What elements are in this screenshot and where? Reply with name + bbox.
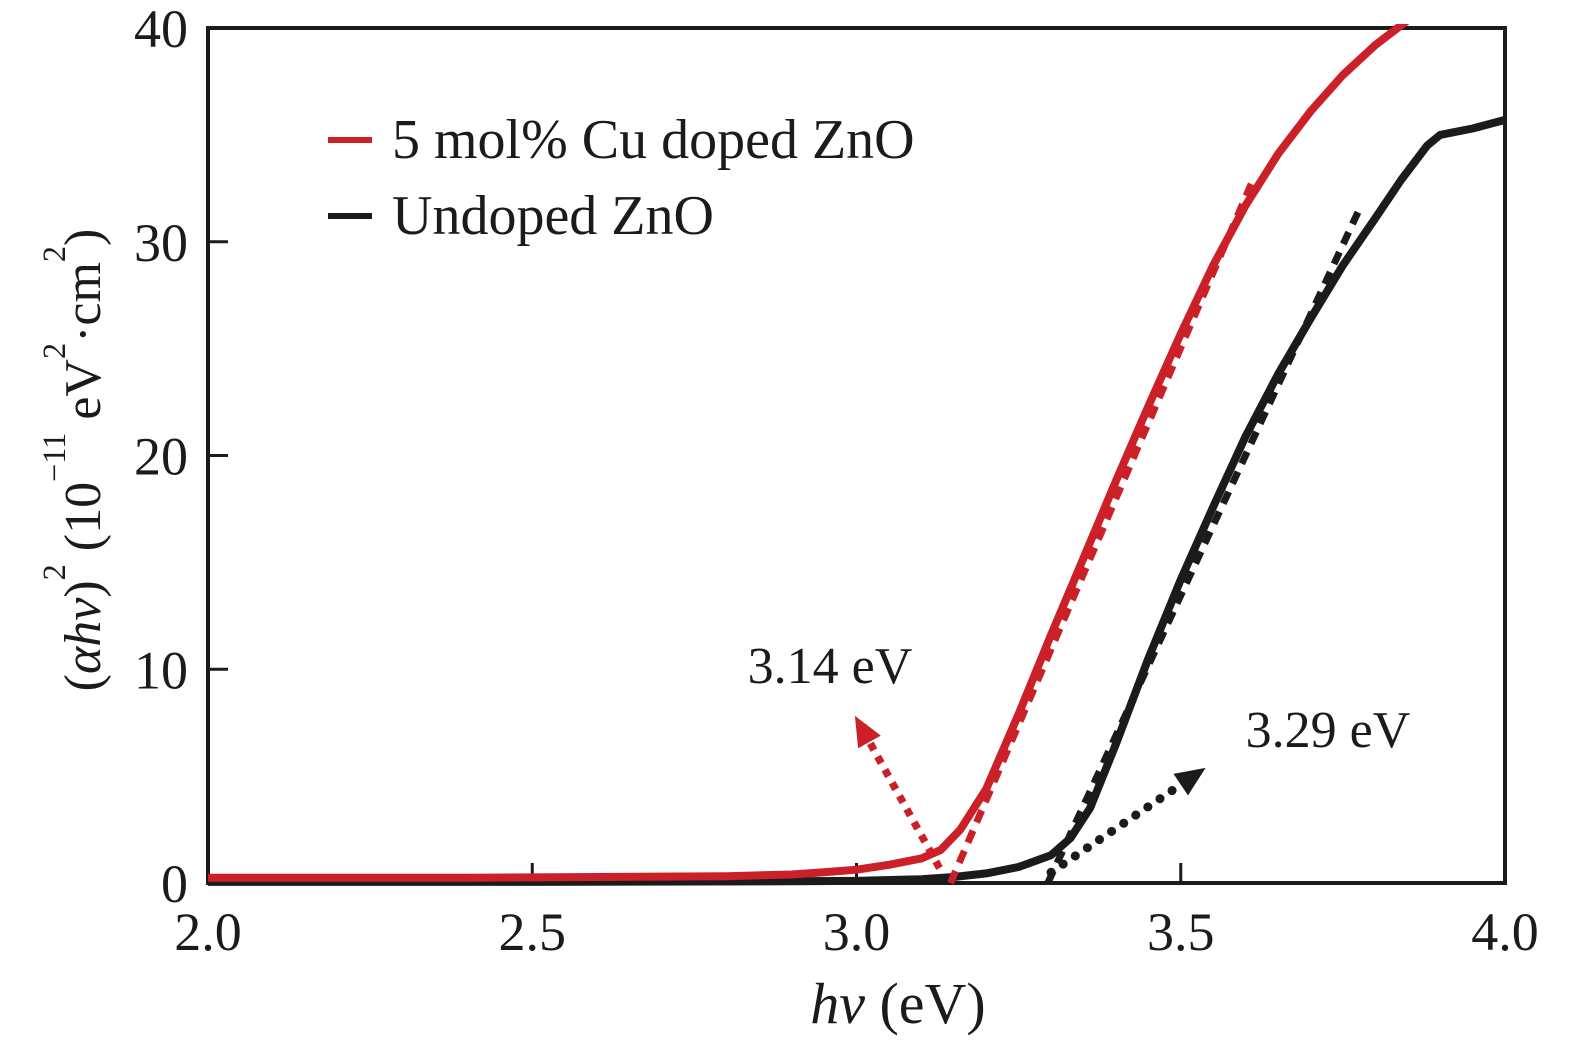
y-axis-label-variables: αhv <box>55 597 112 675</box>
series-undoped-zno-linear-fit <box>1044 208 1363 885</box>
x-axis-label-unit: (eV) <box>864 971 986 1036</box>
y-axis-label-unit-cm: ·cm <box>55 262 112 343</box>
y-axis-label-scale-exponent: −11 <box>35 432 72 482</box>
y-tick-label-20: 20 <box>134 427 188 487</box>
y-axis-label-exponent: 2 <box>35 564 72 581</box>
y-axis-label-scale: (10 <box>55 481 112 565</box>
y-axis-label-unit-cm-exponent: 2 <box>35 245 72 263</box>
y-tick-label-40: 40 <box>134 0 188 59</box>
bandgap-arrow-undoped-line <box>1046 780 1186 877</box>
bandgap-arrow-cu-doped-head <box>854 715 881 749</box>
y-axis-label-unit-ev: eV <box>55 359 112 433</box>
x-tick-label-2.5: 2.5 <box>499 902 567 962</box>
y-axis-label-unit-ev-exponent: 2 <box>35 342 72 360</box>
x-tick-label-2.0: 2.0 <box>174 902 242 962</box>
legend-line-swatch-black <box>328 213 372 219</box>
x-tick-label-4.0: 4.0 <box>1471 902 1539 962</box>
bandgap-annotation-cu-doped: 3.14 eV <box>747 638 913 695</box>
legend-line-swatch-red <box>328 137 372 143</box>
bandgap-arrow-undoped-head <box>1173 767 1206 796</box>
y-axis-label-end: ) <box>55 228 112 246</box>
x-tick-label-3.5: 3.5 <box>1147 902 1215 962</box>
series-5-mol-cu-doped-zno-linear-fit <box>947 180 1256 885</box>
bandgap-annotation-undoped: 3.29 eV <box>1245 702 1411 759</box>
x-axis-label: hv (eV) <box>810 975 986 1033</box>
legend-item-cu-doped-zno: 5 mol% Cu doped ZnO <box>328 102 915 178</box>
series-5-mol-cu-doped-zno <box>208 24 1410 882</box>
y-axis-label-open: ( <box>55 674 112 692</box>
x-tick-label-3.0: 3.0 <box>823 902 891 962</box>
y-tick-label-10: 10 <box>134 640 188 700</box>
x-axis-label-variable: hv <box>810 971 865 1036</box>
y-tick-label-0: 0 <box>161 854 188 914</box>
legend-item-undoped-zno: Undoped ZnO <box>328 178 915 254</box>
legend-label-undoped-zno: Undoped ZnO <box>392 185 714 247</box>
y-axis-label: (αhv)2 (10−11 eV2·cm2) <box>36 228 112 692</box>
legend: 5 mol% Cu doped ZnO Undoped ZnO <box>328 102 915 254</box>
y-axis-label-close: ) <box>55 580 112 598</box>
legend-label-cu-doped-zno: 5 mol% Cu doped ZnO <box>392 109 915 171</box>
y-tick-label-30: 30 <box>134 213 188 273</box>
bandgap-arrow-cu-doped-line <box>866 740 943 870</box>
